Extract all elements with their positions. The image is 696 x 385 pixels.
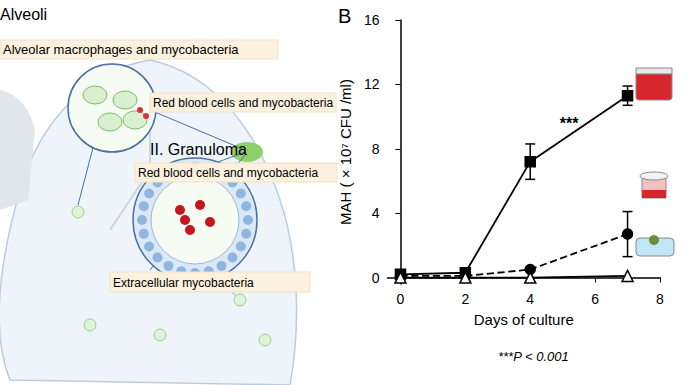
svg-text:0: 0 xyxy=(372,270,380,286)
svg-text:MAH ( × 10⁷ CFU /ml): MAH ( × 10⁷ CFU /ml) xyxy=(337,79,354,225)
svg-text:Extracellular mycobacteria: Extracellular mycobacteria xyxy=(113,276,254,290)
svg-text:4: 4 xyxy=(526,291,534,307)
svg-text:***: *** xyxy=(560,115,579,132)
svg-text:Days of culture: Days of culture xyxy=(474,311,574,328)
svg-text:Alveolar macrophages and mycob: Alveolar macrophages and mycobacteria xyxy=(3,42,239,57)
svg-text:8: 8 xyxy=(656,291,664,307)
svg-text:Red blood cells and mycobacter: Red blood cells and mycobacteria xyxy=(153,96,333,110)
svg-text:2: 2 xyxy=(461,291,469,307)
svg-text:Red blood cells and mycobacter: Red blood cells and mycobacteria xyxy=(138,166,318,180)
svg-text:8: 8 xyxy=(372,141,380,157)
svg-text:II. Granuloma: II. Granuloma xyxy=(150,141,247,158)
svg-text:Alveoli: Alveoli xyxy=(0,6,47,23)
svg-text:B: B xyxy=(338,5,351,27)
svg-text:0: 0 xyxy=(397,291,405,307)
svg-text:***P < 0.001: ***P < 0.001 xyxy=(498,349,569,364)
svg-text:4: 4 xyxy=(372,205,380,221)
svg-text:16: 16 xyxy=(364,12,380,28)
svg-text:6: 6 xyxy=(591,291,599,307)
svg-text:12: 12 xyxy=(364,76,380,92)
